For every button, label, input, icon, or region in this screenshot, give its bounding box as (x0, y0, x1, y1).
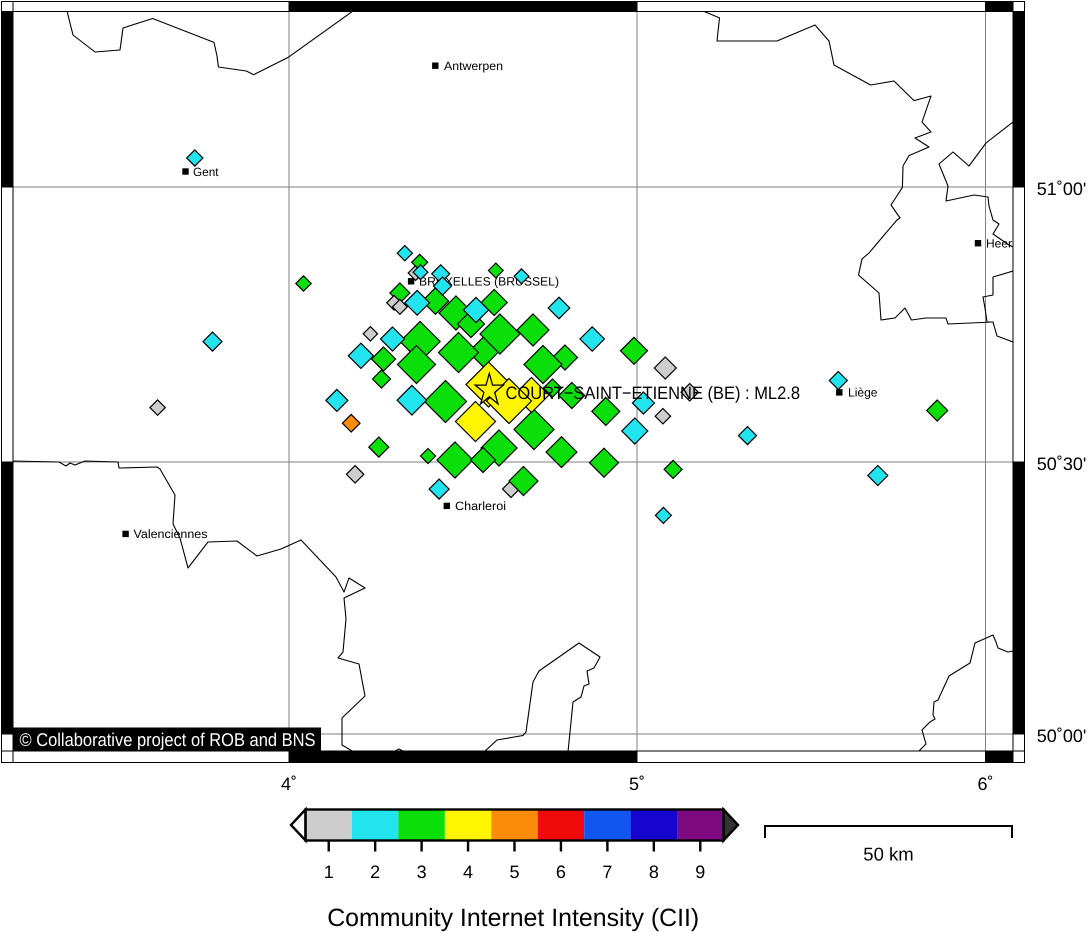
svg-text:6: 6 (556, 862, 566, 882)
svg-text:6˚: 6˚ (977, 774, 993, 794)
svg-text:Gent: Gent (193, 165, 219, 179)
svg-text:3: 3 (417, 862, 427, 882)
svg-text:Valenciennes: Valenciennes (134, 527, 208, 541)
svg-text:Heerlen: Heerlen (986, 237, 1028, 251)
svg-text:8: 8 (649, 862, 659, 882)
svg-text:Liège: Liège (848, 386, 878, 400)
svg-text:1: 1 (324, 862, 334, 882)
svg-text:Charleroi: Charleroi (455, 499, 506, 513)
svg-text:50˚00': 50˚00' (1037, 726, 1086, 746)
svg-text:9: 9 (695, 862, 705, 882)
svg-text:50 km: 50 km (863, 844, 913, 865)
svg-text:2: 2 (370, 862, 380, 882)
svg-text:51˚00': 51˚00' (1037, 179, 1086, 199)
svg-text:© Collaborative project of ROB: © Collaborative project of ROB and BNS (20, 729, 316, 750)
svg-text:4: 4 (463, 862, 473, 882)
svg-text:5˚: 5˚ (629, 774, 645, 794)
svg-text:7: 7 (602, 862, 612, 882)
svg-text:5: 5 (509, 862, 519, 882)
svg-text:Antwerpen: Antwerpen (444, 59, 503, 73)
svg-text:Community Internet Intensity (: Community Internet Intensity (CII) (327, 904, 699, 932)
svg-text:50˚30': 50˚30' (1037, 454, 1086, 474)
svg-text:COURT−SAINT−ETIENNE (BE) : ML2: COURT−SAINT−ETIENNE (BE) : ML2.8 (506, 383, 801, 403)
svg-text:4˚: 4˚ (281, 774, 297, 794)
